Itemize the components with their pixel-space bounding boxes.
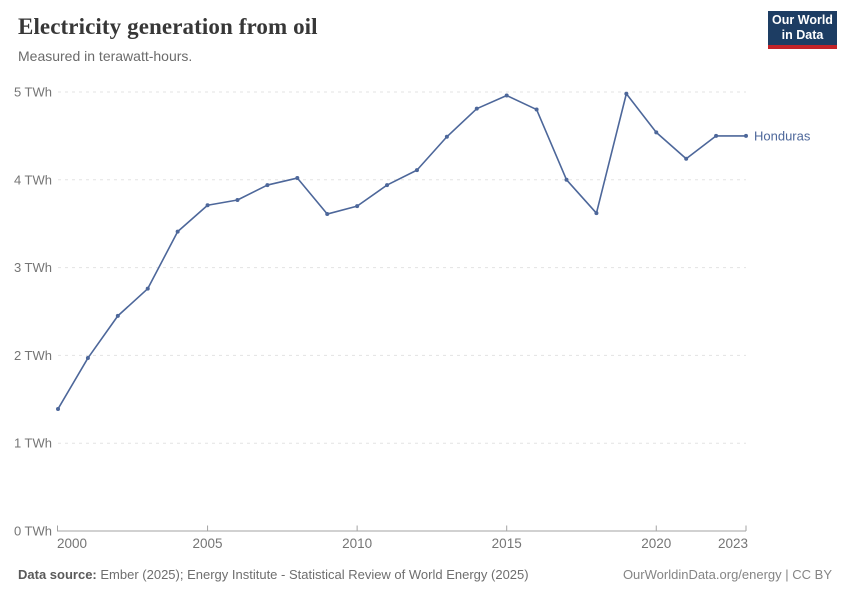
- data-source-text: Ember (2025); Energy Institute - Statist…: [100, 567, 529, 582]
- data-point-honduras-2010: [355, 204, 360, 209]
- data-point-honduras-2007: [265, 183, 270, 188]
- data-point-honduras-2006: [235, 197, 240, 202]
- data-point-honduras-2013: [444, 134, 449, 139]
- y-axis-label-2twh: 2 TWh: [14, 348, 52, 363]
- y-axis-label-5twh: 5 TWh: [14, 85, 52, 100]
- page-title: Electricity generation from oil: [18, 14, 318, 39]
- data-source-label: Data source:: [18, 567, 97, 582]
- data-point-honduras-2003: [145, 286, 150, 291]
- data-point-honduras-2000: [56, 406, 60, 411]
- x-axis-label-2015: 2015: [492, 536, 522, 551]
- owid-logo: Our World in Data: [768, 11, 837, 45]
- data-point-honduras-2012: [414, 168, 419, 173]
- y-axis-label-0twh: 0 TWh: [14, 524, 52, 539]
- x-axis-label-2010: 2010: [342, 536, 372, 551]
- chart-footer: Data source: Ember (2025); Energy Instit…: [18, 567, 832, 582]
- x-axis-label-2000: 2000: [57, 536, 87, 551]
- data-point-honduras-2023: [744, 133, 748, 138]
- credit-link[interactable]: OurWorldinData.org/energy | CC BY: [622, 567, 832, 582]
- data-point-honduras-2022: [714, 133, 719, 138]
- y-axis-label-1twh: 1 TWh: [14, 436, 52, 451]
- data-point-honduras-2005: [205, 203, 210, 208]
- data-point-honduras-2018: [594, 211, 599, 216]
- data-point-honduras-2020: [654, 130, 659, 135]
- owid-logo-line2: in Data: [781, 28, 824, 42]
- data-point-honduras-2009: [325, 212, 330, 217]
- data-source-note: Data source: Ember (2025); Energy Instit…: [18, 567, 529, 582]
- data-point-honduras-2017: [564, 177, 569, 182]
- owid-logo-line1: Our World: [772, 13, 833, 27]
- x-axis-label-2023: 2023: [718, 536, 748, 551]
- data-point-honduras-2001: [85, 356, 90, 361]
- x-axis-label-2005: 2005: [193, 536, 223, 551]
- page-subtitle: Measured in terawatt-hours.: [18, 48, 193, 64]
- x-axis-label-2020: 2020: [641, 536, 671, 551]
- owid-logo-accent-bar: [768, 45, 837, 49]
- data-point-honduras-2015: [504, 93, 509, 98]
- data-point-honduras-2008: [295, 176, 300, 181]
- series-line-honduras: [57, 92, 747, 410]
- data-point-honduras-2016: [534, 107, 539, 112]
- y-axis-label-3twh: 3 TWh: [14, 260, 52, 275]
- y-axis-label-4twh: 4 TWh: [14, 172, 52, 187]
- data-point-honduras-2011: [385, 183, 390, 188]
- data-point-honduras-2002: [115, 313, 120, 318]
- data-point-honduras-2021: [684, 156, 689, 161]
- series-end-label-honduras: Honduras: [754, 128, 811, 143]
- data-point-honduras-2004: [175, 229, 180, 234]
- data-point-honduras-2019: [624, 91, 629, 96]
- data-point-honduras-2014: [474, 106, 479, 111]
